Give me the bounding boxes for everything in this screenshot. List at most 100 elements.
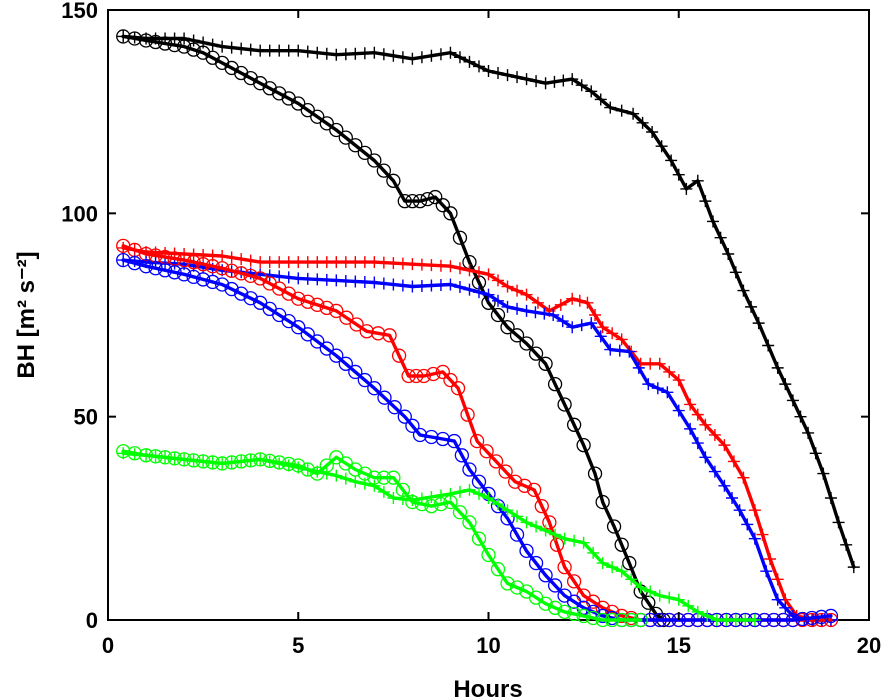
data-point <box>680 182 693 195</box>
data-point <box>234 454 249 469</box>
data-point <box>348 138 363 153</box>
x-axis-label: Hours <box>453 676 522 700</box>
data-point <box>472 60 485 73</box>
data-point <box>377 390 392 405</box>
data-point <box>691 174 704 187</box>
data-point <box>547 578 563 593</box>
data-point <box>195 272 211 287</box>
data-point <box>127 255 142 271</box>
data-point <box>443 206 458 221</box>
data-point <box>517 478 532 493</box>
data-point <box>127 446 142 461</box>
data-point <box>187 34 200 47</box>
data-point <box>539 524 552 537</box>
data-point <box>405 418 420 433</box>
data-point <box>320 467 333 480</box>
data-point <box>585 317 598 330</box>
data-point <box>409 368 424 384</box>
data-point <box>615 565 628 578</box>
data-point <box>785 612 801 628</box>
data-point <box>434 489 447 502</box>
data-point <box>167 251 182 266</box>
data-point <box>672 593 685 606</box>
data-point <box>357 372 372 388</box>
data-point <box>472 266 485 279</box>
data-point <box>566 321 579 334</box>
data-point <box>594 330 607 343</box>
data-point <box>691 408 704 421</box>
data-point <box>498 464 513 479</box>
data-point <box>127 31 142 46</box>
data-point <box>538 568 553 583</box>
data-point <box>301 45 314 58</box>
data-point <box>444 278 457 291</box>
data-point <box>643 612 658 628</box>
y-axis-label: BH [m² s⁻²] <box>13 251 40 378</box>
data-point <box>205 455 220 470</box>
data-point <box>234 266 249 281</box>
x-tick-label: 15 <box>667 633 691 658</box>
data-point <box>644 585 657 598</box>
data-point <box>596 557 609 570</box>
data-point <box>752 317 765 330</box>
data-point <box>663 591 676 604</box>
data-point <box>779 601 792 614</box>
data-point <box>444 260 457 273</box>
data-point <box>594 93 607 106</box>
data-point <box>538 356 553 371</box>
data-point <box>625 573 638 586</box>
data-point <box>501 69 514 82</box>
data-point <box>463 55 476 68</box>
x-tick-label: 20 <box>857 633 881 658</box>
data-point <box>396 51 409 64</box>
data-point <box>814 612 829 628</box>
data-point <box>501 504 514 517</box>
data-point <box>426 366 441 382</box>
data-point <box>481 547 496 563</box>
data-point <box>509 328 525 343</box>
data-point <box>195 454 211 469</box>
data-point <box>357 466 372 481</box>
data-point <box>406 52 419 65</box>
data-point <box>595 612 610 628</box>
x-tick-label: 5 <box>292 633 304 658</box>
data-point <box>492 498 505 511</box>
data-point <box>832 516 845 529</box>
data-point <box>847 561 860 574</box>
data-point <box>568 534 581 547</box>
data-point <box>367 153 382 168</box>
series-4 <box>116 238 839 628</box>
data-point <box>482 65 495 77</box>
series-7 <box>116 444 648 628</box>
data-point <box>311 46 324 59</box>
data-point <box>794 410 807 423</box>
data-point <box>615 333 628 346</box>
data-point <box>387 49 400 62</box>
data-point <box>745 300 758 313</box>
data-point <box>708 428 721 441</box>
data-point <box>614 537 629 552</box>
data-point <box>291 96 306 111</box>
data-point <box>396 279 409 292</box>
data-point <box>243 291 258 306</box>
series-line <box>121 34 666 622</box>
data-point <box>511 302 524 315</box>
data-point <box>371 326 386 341</box>
data-point <box>595 608 610 624</box>
data-point <box>428 189 443 205</box>
data-point <box>566 574 582 589</box>
data-point <box>338 130 353 145</box>
data-point <box>214 277 230 292</box>
data-point <box>138 33 154 48</box>
data-point <box>291 320 306 335</box>
data-point <box>652 612 667 628</box>
data-point <box>234 286 249 301</box>
data-point <box>554 298 567 311</box>
data-point <box>623 345 636 358</box>
data-point <box>454 448 470 463</box>
data-point <box>272 455 287 470</box>
data-point <box>482 268 495 281</box>
data-point <box>349 317 364 332</box>
data-point <box>756 528 769 541</box>
